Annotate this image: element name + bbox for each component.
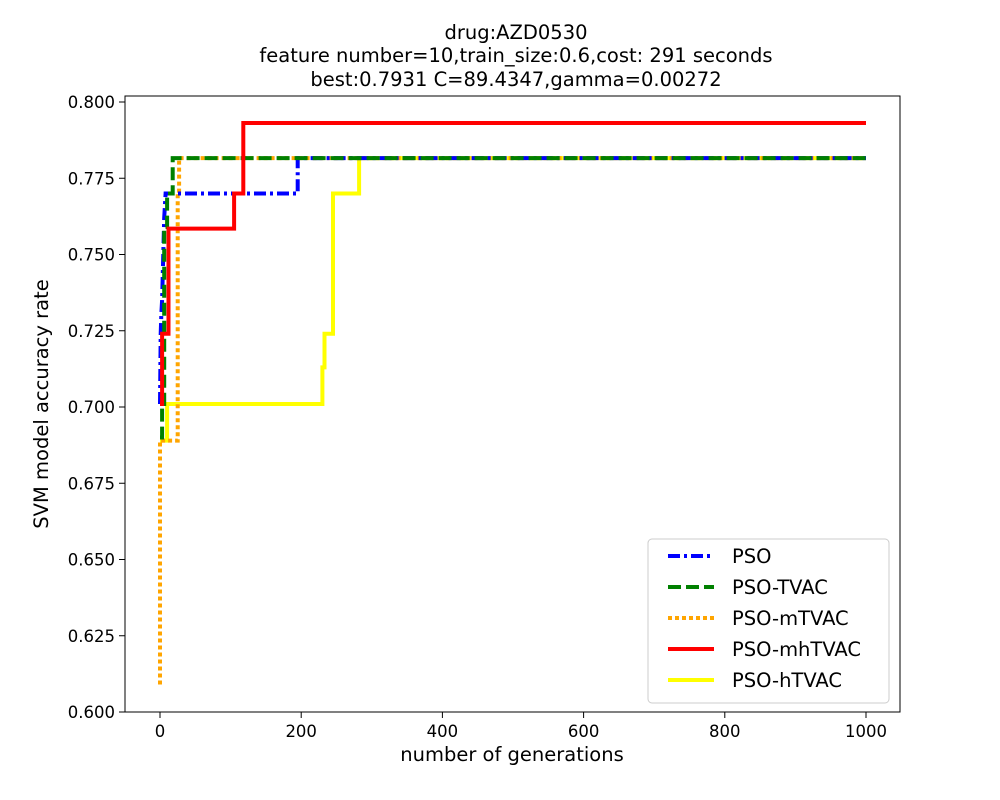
series-line-pso-htvac	[160, 156, 866, 443]
y-tick-label: 0.700	[68, 398, 115, 417]
series-line-pso-mhtvac	[160, 121, 866, 406]
legend-label-pso-htvac: PSO-hTVAC	[732, 669, 842, 692]
legend-label-pso-mtvac: PSO-mTVAC	[732, 607, 849, 630]
y-tick-label: 0.650	[68, 551, 115, 570]
x-tick-label: 400	[427, 722, 459, 741]
x-axis-label: number of generations	[400, 743, 624, 766]
legend-label-pso: PSO	[732, 545, 772, 568]
y-axis-label: SVM model accuracy rate	[30, 279, 53, 528]
plot-frame	[124, 95, 901, 713]
legend-label-pso-mhtvac: PSO-mhTVAC	[732, 638, 861, 661]
y-tick-label: 0.775	[68, 169, 115, 188]
series-line-pso	[158, 156, 866, 405]
y-tick-label: 0.625	[68, 627, 115, 646]
series-line-pso-tvac	[160, 156, 866, 440]
y-tick-label: 0.750	[68, 246, 115, 265]
x-tick-label: 1000	[845, 722, 887, 741]
x-tick-label: 200	[285, 722, 317, 741]
y-tick-label: 0.725	[68, 322, 115, 341]
y-tick-label: 0.600	[68, 703, 115, 722]
legend-box	[647, 538, 890, 704]
y-tick-label: 0.675	[68, 474, 115, 493]
x-tick-label: 600	[568, 722, 600, 741]
chart-title-line-1: drug:AZD0530	[444, 21, 587, 44]
y-tick-label: 0.800	[68, 93, 115, 112]
legend-label-pso-tvac: PSO-TVAC	[732, 576, 828, 599]
axis-ticks: 0 200 400 600 800 1000 0.600 0.625 0.650 0.675 0.7…	[68, 93, 887, 741]
x-tick-label: 800	[709, 722, 741, 741]
legend: PSO PSO-TVAC PSO-mTVAC PSO-mhTVAC PSO-hTVAC	[647, 538, 890, 704]
x-tick-label: 0	[155, 722, 166, 741]
series-layer	[158, 121, 866, 685]
chart-title-line-3: best:0.7931 C=89.4347,gamma=0.00272	[310, 68, 721, 91]
chart-title-line-2: feature number=10,train_size:0.6,cost: 2…	[259, 44, 772, 67]
